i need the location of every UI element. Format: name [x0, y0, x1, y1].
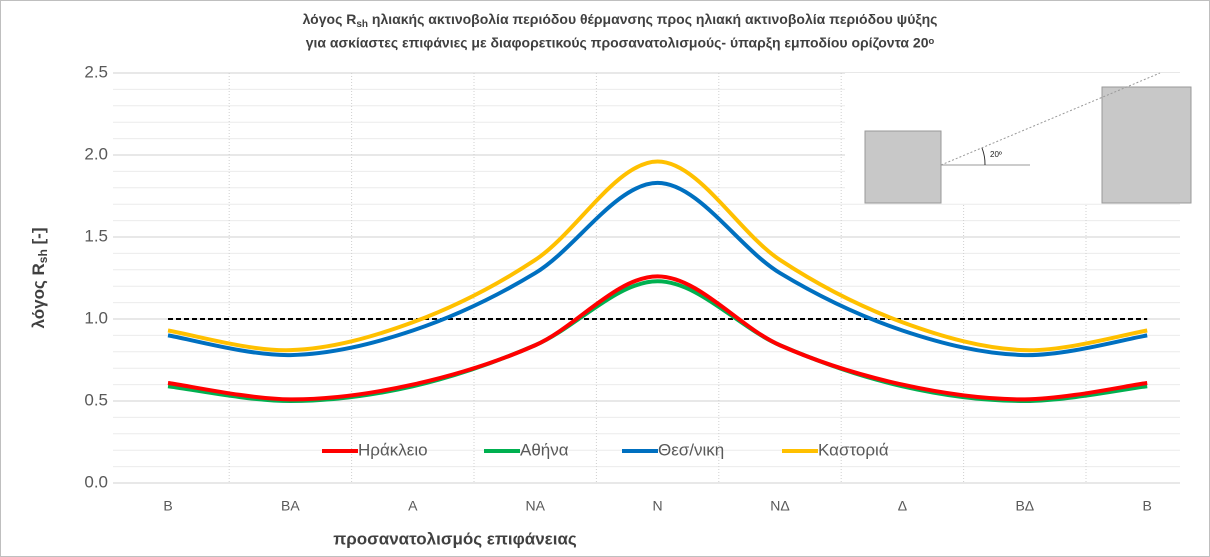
title-part: ηλιακής ακτινοβολία περιόδου θέρμανσης π…	[368, 11, 937, 27]
y-tick-label: 2.0	[84, 144, 108, 163]
legend-label: Ηράκλειο	[358, 440, 428, 459]
horizon-inset: 20º	[845, 72, 1192, 204]
inset-angle-arc	[981, 147, 986, 166]
ylabel-subscript: sh	[36, 249, 50, 263]
ylabel-part: λόγος R	[29, 263, 48, 328]
y-axis-label: λόγος Rsh [-]	[29, 227, 50, 328]
x-tick-label: Α	[408, 498, 418, 514]
series-line	[167, 159, 1148, 353]
inset-angle-label: 20º	[990, 150, 1002, 159]
x-tick-label: Β	[163, 498, 172, 514]
ylabel-part: [-]	[29, 227, 48, 249]
title-subscript: sh	[356, 19, 368, 30]
legend-label: Καστοριά	[818, 440, 889, 459]
x-tick-label: Β	[1143, 498, 1152, 514]
x-tick-label: ΝΑ	[525, 498, 545, 514]
x-axis-label: προσανατολισμός επιφάνειας	[333, 529, 577, 548]
y-tick-label: 1.5	[84, 226, 108, 245]
inset-building	[864, 130, 942, 204]
y-tick-label: 0.5	[84, 390, 108, 409]
inset-horizon-line	[940, 72, 1161, 166]
x-tick-label: ΒΔ	[1015, 498, 1034, 514]
title-part: λόγος R	[303, 11, 357, 27]
x-tick-label: Δ	[898, 498, 907, 514]
inset-obstacle	[1101, 86, 1192, 204]
y-tick-label: 2.5	[84, 62, 108, 81]
x-tick-label: Ν	[653, 498, 663, 514]
y-tick-label: 0.0	[84, 472, 108, 491]
legend-label: Θεσ/νικη	[658, 440, 724, 459]
series-line	[167, 180, 1148, 358]
x-tick-label: ΒΑ	[281, 498, 300, 514]
y-tick-label: 1.0	[84, 308, 108, 327]
chart-title: για ασκίαστες επιφάνιες με διαφορετικούς…	[306, 35, 935, 51]
x-tick-label: ΝΔ	[770, 498, 789, 514]
chart-title: λόγος Rsh ηλιακής ακτινοβολία περιόδου θ…	[303, 11, 938, 30]
legend-label: Αθήνα	[520, 440, 569, 459]
series-line	[167, 274, 1148, 402]
